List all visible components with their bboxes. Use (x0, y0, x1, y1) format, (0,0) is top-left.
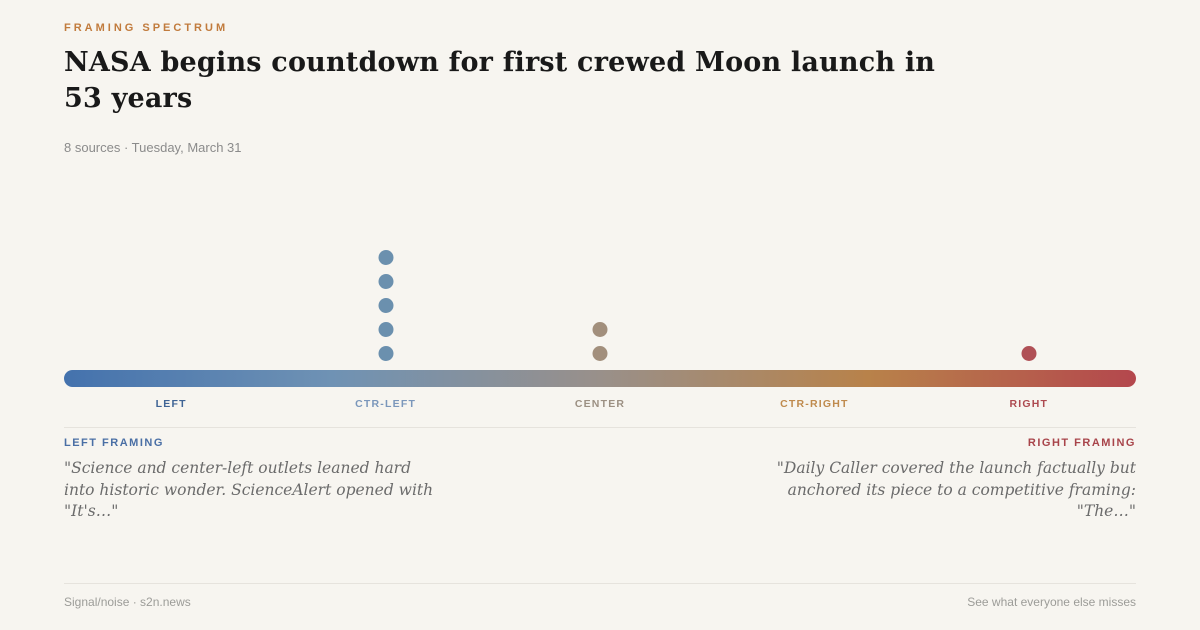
footer-divider (64, 583, 1136, 584)
dot-column-right (1021, 346, 1037, 361)
framing-section: LEFT FRAMING "Science and center-left ou… (64, 437, 1136, 523)
source-dot-ctr-left (378, 274, 394, 289)
axis-label-ctr-left: CTR-LEFT (355, 398, 417, 410)
right-framing-quote: "Daily Caller covered the launch factual… (776, 459, 1136, 520)
source-dot-right (1021, 346, 1037, 361)
axis-label-ctr-right: CTR-RIGHT (780, 398, 849, 410)
source-dot-ctr-left (378, 346, 394, 361)
axis-label-left: LEFT (155, 398, 187, 410)
spectrum-bar (64, 370, 1136, 387)
source-dot-center (592, 346, 608, 361)
right-framing-label: RIGHT FRAMING (1027, 437, 1136, 449)
footer-tagline: See what everyone else misses (967, 595, 1136, 609)
left-framing-label: LEFT FRAMING (64, 437, 164, 449)
page-title: NASA begins countdown for first crewed M… (64, 47, 936, 114)
footer: Signal/noise · s2n.news See what everyon… (64, 595, 1136, 609)
source-dot-ctr-left (378, 250, 394, 265)
meta-text: 8 sources · Tuesday, March 31 (64, 140, 242, 155)
source-dot-ctr-left (378, 322, 394, 337)
axis-label-right: RIGHT (1009, 398, 1049, 410)
dot-column-ctr-left (378, 250, 394, 361)
right-framing-column: RIGHT FRAMING "Daily Caller covered the … (756, 437, 1136, 523)
section-divider (64, 427, 1136, 428)
dot-column-center (592, 322, 608, 361)
source-dot-ctr-left (378, 298, 394, 313)
left-framing-quote: "Science and center-left outlets leaned … (64, 459, 434, 520)
source-dot-center (592, 322, 608, 337)
spectrum: LEFT CTR-LEFT CENTER CTR-RIGHT RIGHT (64, 248, 1136, 413)
footer-brand: Signal/noise · s2n.news (64, 595, 191, 609)
eyebrow-label: FRAMING SPECTRUM (64, 22, 229, 34)
left-framing-column: LEFT FRAMING "Science and center-left ou… (64, 437, 444, 523)
axis-label-center: CENTER (574, 398, 626, 410)
